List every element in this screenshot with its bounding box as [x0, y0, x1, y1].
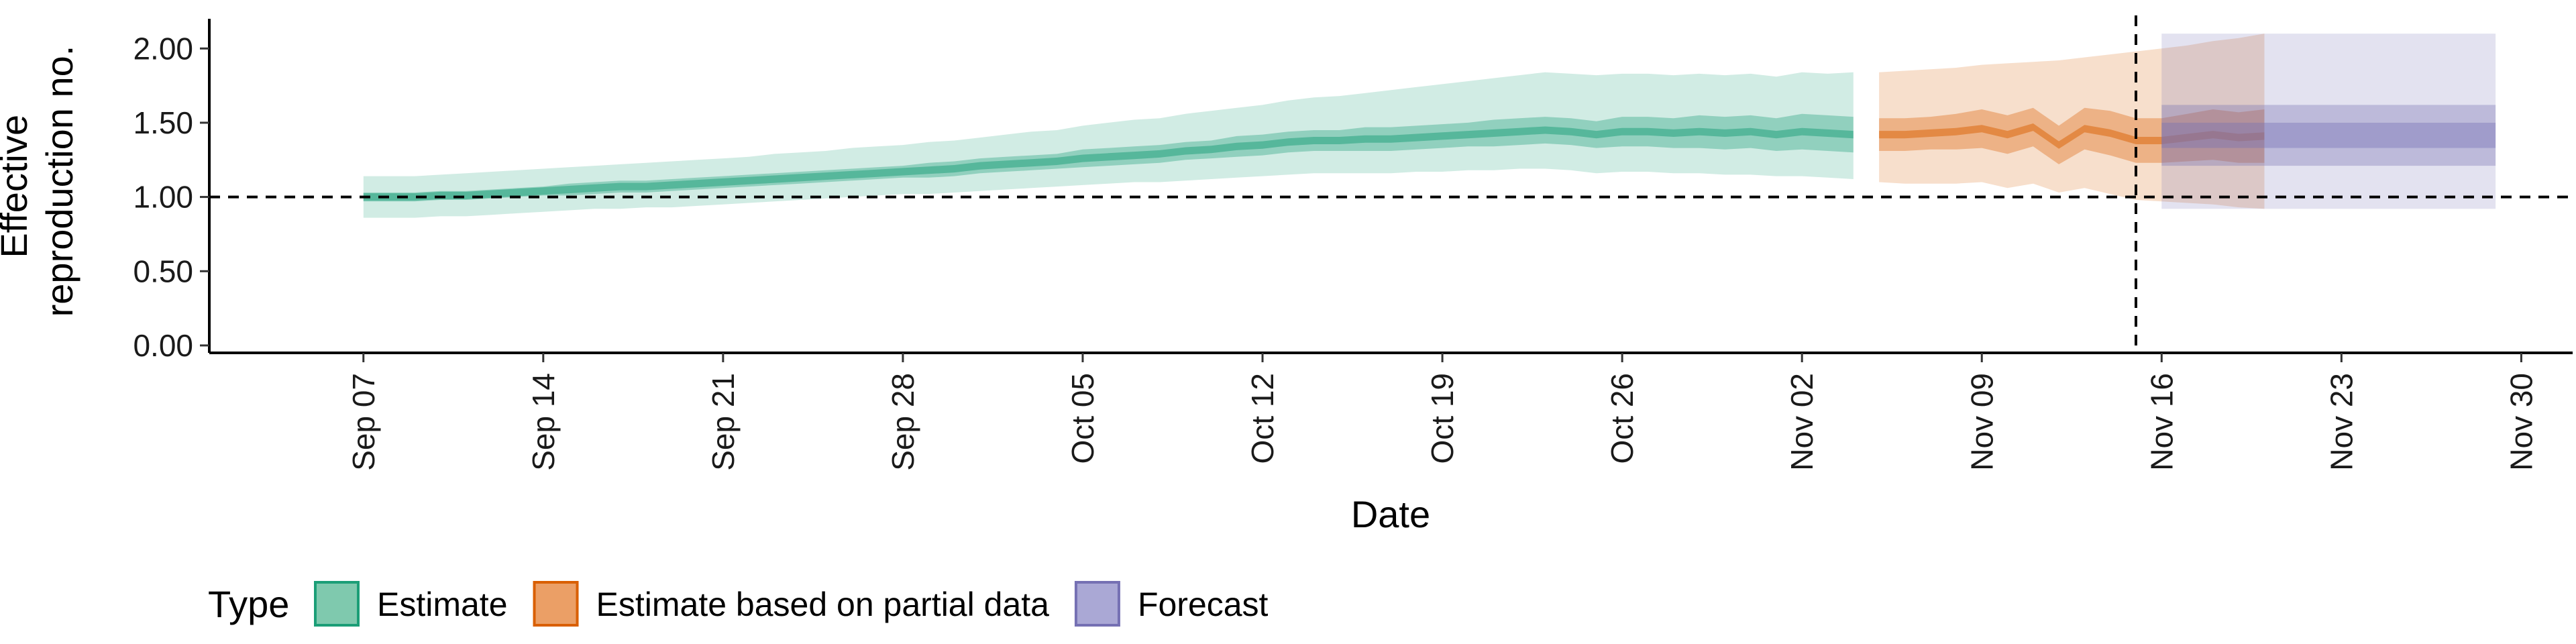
forecast-band-20 [2161, 122, 2496, 148]
x-tick-label: Oct 26 [1605, 373, 1640, 464]
legend-key [314, 581, 360, 627]
x-tick-label: Nov 02 [1784, 373, 1819, 471]
x-tick-label: Oct 05 [1065, 373, 1100, 464]
estimate-based-on-partial-data-median [1879, 123, 2265, 149]
x-tick-label: Nov 16 [2144, 373, 2179, 471]
y-tick-label: 1.00 [133, 180, 193, 215]
axes: 0.00 0.50 1.00 1.50 2.00 Sep 07 Sep 14 Sep 21 Se… [133, 19, 2573, 471]
y-tick-label: 2.00 [133, 31, 193, 66]
x-tick-label: Sep 14 [526, 373, 561, 471]
legend-label: Forecast [1138, 586, 1269, 623]
x-tick-label: Nov 30 [2504, 373, 2538, 471]
x-tick-label: Sep 21 [706, 373, 741, 471]
y-tick-label: 1.50 [133, 105, 193, 140]
estimate-median [363, 126, 1854, 201]
x-axis-title: Date [1351, 493, 1430, 535]
x-tick-label: Nov 23 [2324, 373, 2359, 471]
y-axis-title-line-2: reproduction no. [38, 46, 80, 317]
legend-key [1074, 581, 1120, 627]
y-tick-label: 0.00 [133, 328, 193, 363]
legend-label: Estimate based on partial data [596, 586, 1050, 623]
legend: Type Estimate Estimate based on partial d… [208, 581, 1269, 627]
y-axis-title: Effective reproduction no. [0, 46, 80, 317]
forecast-band-90 [2161, 34, 2496, 209]
y-axis-title-line-1: Effective [0, 115, 35, 258]
x-tick-label: Nov 09 [1964, 373, 1999, 471]
x-tick-label: Oct 19 [1425, 373, 1460, 464]
x-tick-label: Oct 12 [1245, 373, 1280, 464]
legend-key [533, 581, 579, 627]
interval-bands [363, 34, 2496, 218]
forecast-band-50 [2161, 105, 2496, 166]
estimate-based-on-partial-data-band-90 [1879, 34, 2265, 209]
y-tick-label: 0.50 [133, 254, 193, 288]
x-tick-label: Sep 07 [346, 373, 381, 471]
legend-label: Estimate [377, 586, 508, 623]
legend-title: Type [208, 583, 289, 625]
x-tick-label: Sep 28 [885, 373, 920, 471]
